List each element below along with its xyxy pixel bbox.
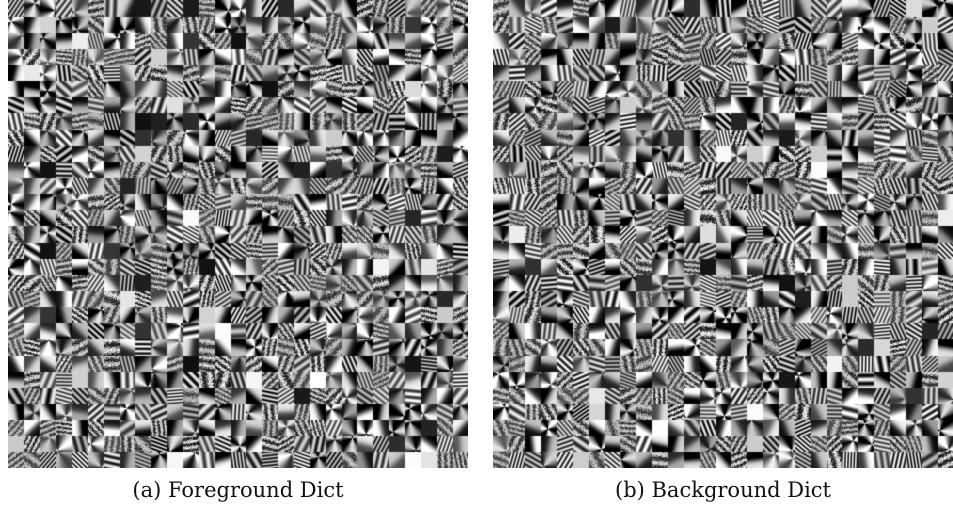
foreground-dictionary-mosaic <box>8 0 468 468</box>
caption-background: (b) Background Dict <box>615 478 831 502</box>
figure-panel-background <box>493 0 953 468</box>
caption-foreground: (a) Foreground Dict <box>132 478 344 502</box>
figure-panel-foreground <box>8 0 468 468</box>
background-dictionary-mosaic <box>493 0 953 468</box>
